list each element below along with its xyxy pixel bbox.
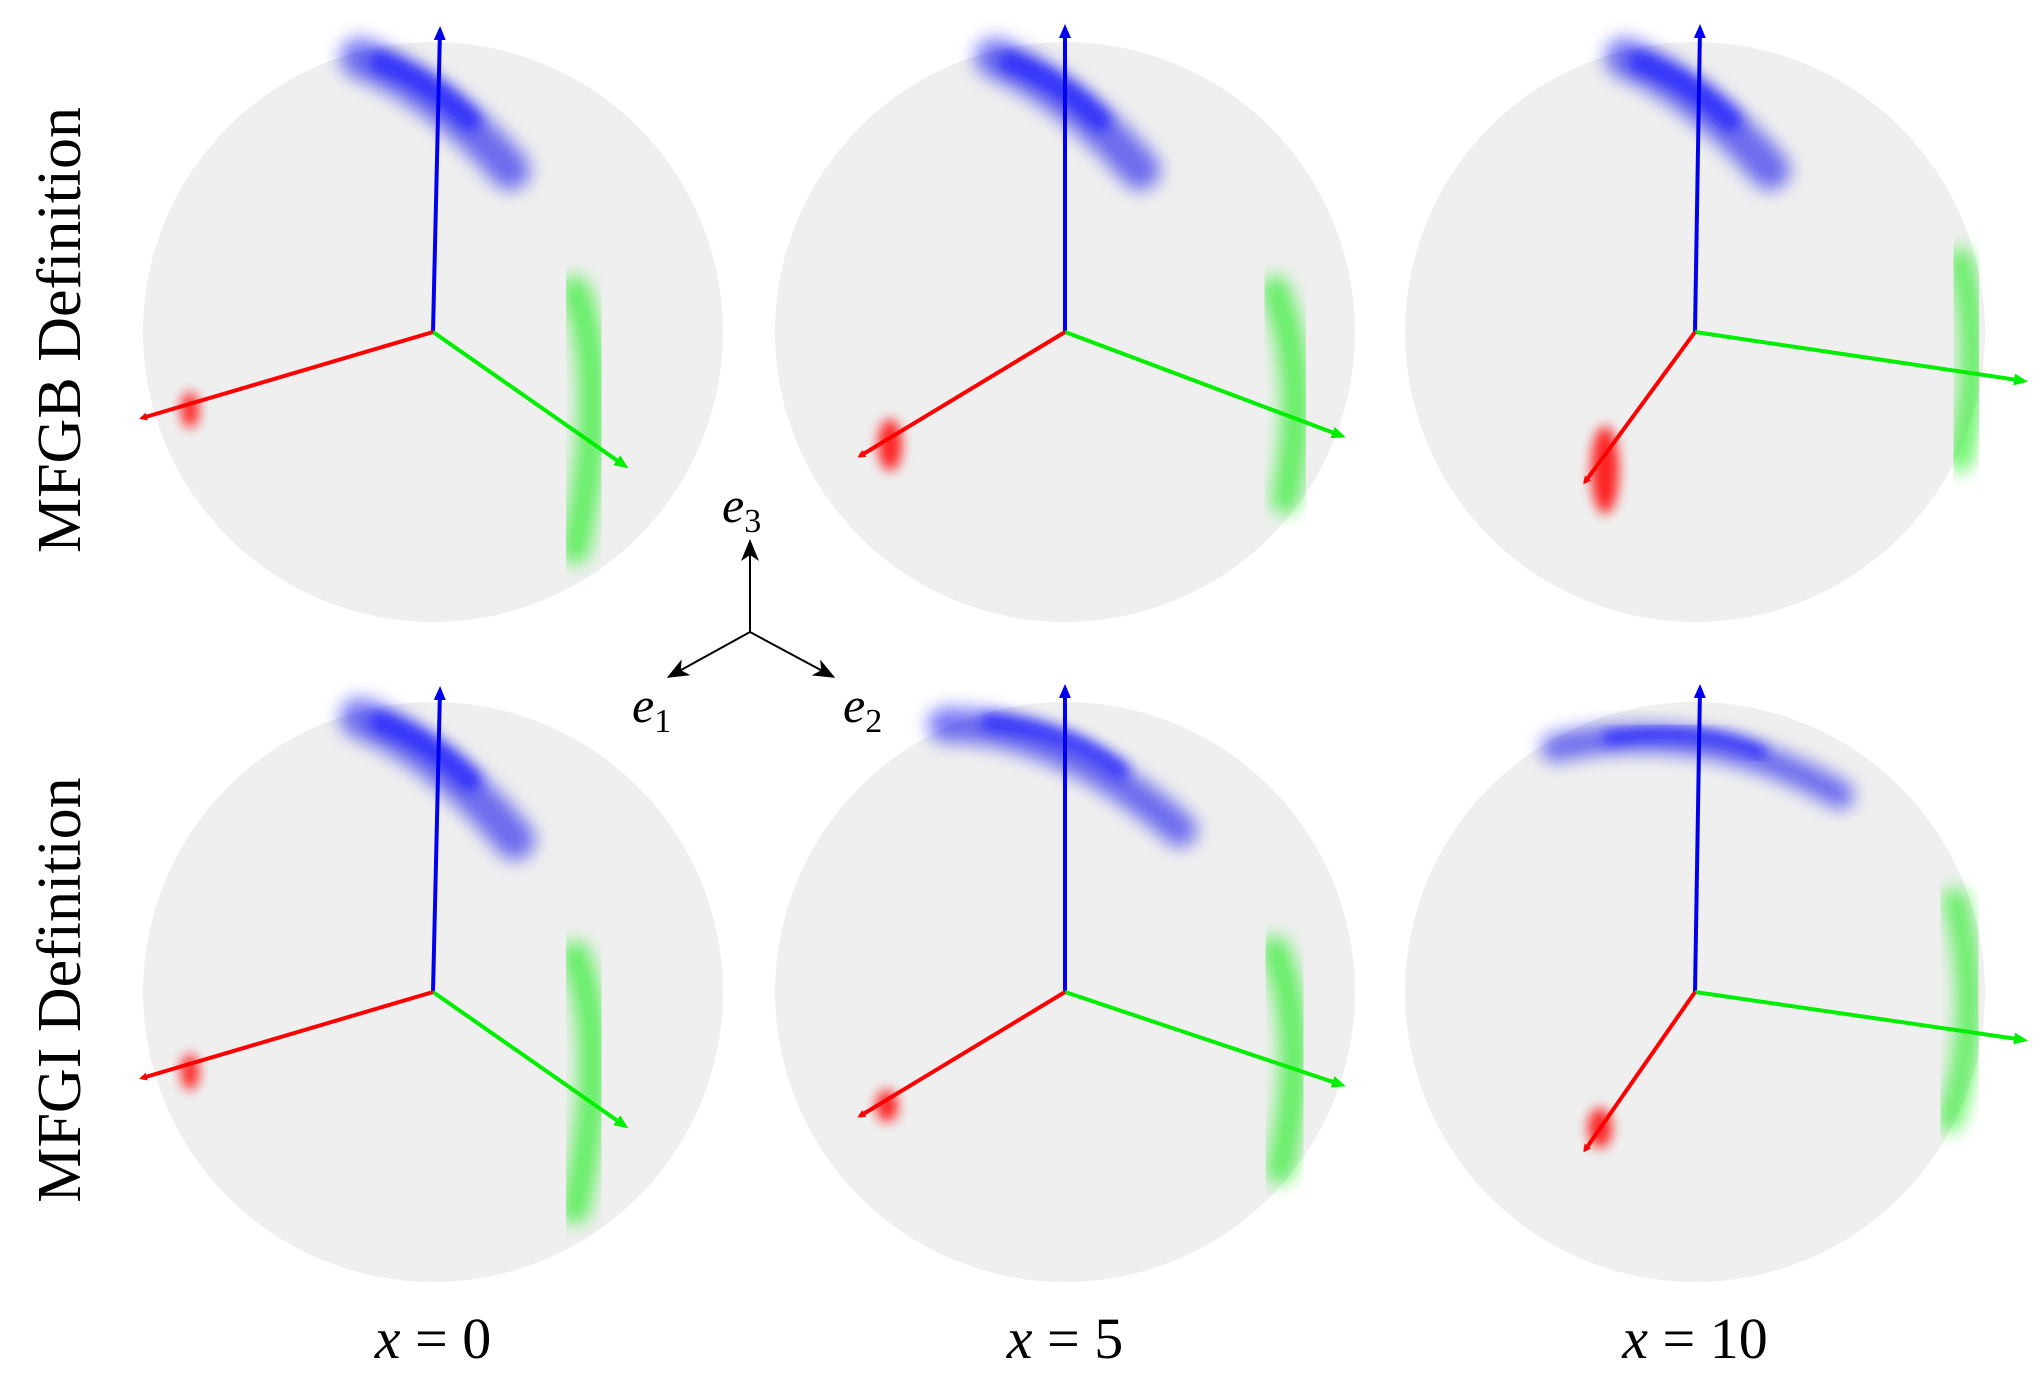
green-density [1261,276,1310,514]
axis-green [1694,990,2028,1045]
axis-red [139,990,434,1081]
panel-mfgb-x10 [1405,24,2028,622]
red-density [181,1054,199,1090]
green-density [1938,888,1981,1132]
frame-label-e1: e1 [632,677,671,740]
blue-density-core [369,711,481,791]
axis-green [1064,330,1346,439]
panel-mfgb-x0 [139,26,723,622]
row-label-mfgb: MFGB Definition [26,107,94,553]
blue-density-core [369,51,481,131]
axis-red [857,990,1067,1118]
frame-axis-e1 [666,631,751,678]
axis-blue [431,686,446,993]
frame-axis-e2 [749,631,836,678]
axis-green [431,990,629,1129]
column-label-x0: x = 0 [374,1306,491,1371]
panel-mfgi-x0 [139,686,723,1282]
blue-density-core [999,51,1111,131]
axis-green [431,330,629,469]
row-label-mfgi: MFGI Definition [26,777,94,1202]
axis-green [1694,330,2028,386]
column-label-x5: x = 5 [1006,1306,1123,1371]
axis-red [1583,330,1697,485]
green-density [1261,936,1308,1184]
blue-density-core [981,713,1129,779]
panel-mfgi-x5 [775,684,1355,1282]
reference-frame: e3 e1 e2 [632,477,882,740]
frame-label-e2: e2 [843,677,882,740]
axis-blue [1693,24,1706,333]
blue-density [928,708,1197,847]
green-density [1948,248,1985,472]
green-density [561,941,607,1224]
axis-blue [1693,684,1706,993]
blue-density-core [1603,726,1767,759]
blue-density-core [1629,51,1741,131]
panel-mfgi-x10 [1405,684,2028,1282]
axis-red [1583,990,1697,1153]
axis-green [1064,990,1346,1088]
frame-label-e3: e3 [722,477,761,540]
red-density [181,392,199,428]
column-label-x10: x = 10 [1621,1306,1767,1371]
axis-red [857,330,1067,458]
axis-red [139,330,434,421]
panel-mfgb-x5 [775,24,1355,622]
axis-blue [431,26,446,333]
green-density [561,276,607,564]
